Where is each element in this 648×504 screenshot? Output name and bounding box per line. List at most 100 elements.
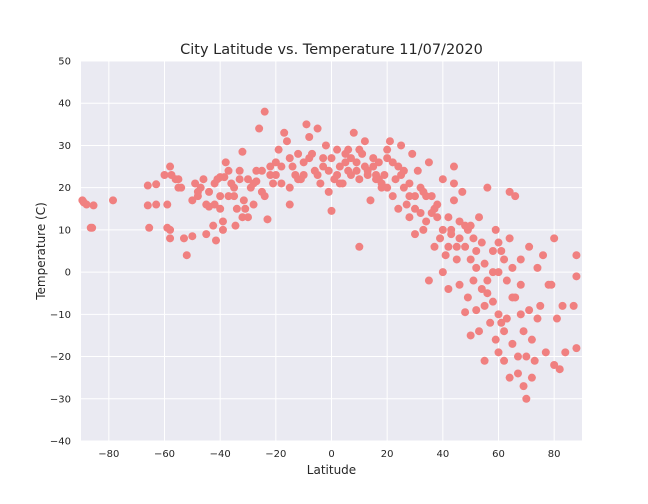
data-point	[327, 206, 336, 215]
data-point	[466, 221, 475, 230]
data-point	[449, 179, 458, 188]
data-point	[257, 166, 266, 175]
data-point	[285, 200, 294, 209]
data-point	[363, 171, 372, 179]
data-point	[572, 272, 581, 281]
data-point	[527, 335, 536, 344]
data-point	[500, 255, 509, 264]
data-point	[216, 192, 225, 201]
data-point	[271, 171, 280, 179]
data-point	[285, 154, 294, 163]
data-point	[235, 166, 244, 175]
data-point	[257, 187, 266, 196]
data-point	[497, 247, 506, 255]
y-tick-label: −10	[50, 310, 71, 321]
data-point	[244, 175, 252, 184]
data-point	[558, 301, 567, 310]
data-point	[408, 149, 417, 158]
data-point	[413, 166, 422, 175]
data-point	[494, 268, 503, 277]
data-point	[394, 162, 403, 171]
data-point	[466, 331, 475, 340]
data-point	[145, 223, 154, 232]
data-point	[360, 137, 369, 146]
data-point	[469, 234, 478, 243]
data-point	[539, 251, 548, 260]
data-point	[82, 200, 91, 209]
data-point	[433, 213, 442, 222]
data-point	[427, 209, 436, 217]
data-point	[355, 242, 364, 251]
data-point	[508, 339, 517, 348]
y-tick-label: 30	[58, 141, 71, 152]
data-point	[411, 192, 419, 201]
data-point	[458, 187, 467, 196]
data-point	[221, 158, 230, 167]
data-point	[174, 183, 183, 192]
data-point	[374, 175, 383, 184]
data-point	[466, 255, 475, 264]
data-point	[480, 356, 489, 365]
data-point	[199, 175, 208, 184]
data-point	[427, 192, 436, 201]
data-point	[541, 348, 550, 357]
data-point	[411, 230, 419, 239]
data-point	[441, 251, 450, 260]
x-tick-label: −80	[98, 449, 119, 460]
x-axis-label: Latitude	[307, 463, 356, 477]
data-point	[444, 285, 453, 293]
data-point	[438, 268, 447, 277]
data-point	[488, 247, 497, 255]
y-tick-label: 10	[58, 225, 71, 236]
y-tick-label: 50	[58, 57, 71, 68]
data-point	[160, 171, 169, 179]
data-point	[436, 234, 445, 243]
data-point	[505, 187, 514, 196]
data-point	[288, 162, 297, 171]
data-point	[555, 365, 564, 374]
data-point	[224, 166, 233, 175]
data-point	[430, 242, 439, 251]
data-point	[255, 124, 264, 133]
data-point	[188, 196, 197, 205]
data-point	[505, 373, 514, 382]
data-point	[483, 289, 492, 298]
data-point	[182, 251, 191, 260]
data-point	[527, 373, 536, 382]
data-point	[327, 154, 336, 163]
data-point	[533, 263, 542, 272]
data-point	[525, 306, 534, 315]
x-tick-label: 60	[492, 449, 505, 460]
data-point	[424, 276, 433, 285]
data-point	[475, 327, 484, 336]
data-point	[497, 318, 506, 327]
data-point	[266, 171, 275, 179]
data-point	[239, 196, 248, 205]
data-point	[385, 137, 394, 146]
data-point	[552, 314, 561, 323]
data-point	[399, 183, 408, 192]
data-point	[463, 293, 472, 302]
x-tick-label: −40	[210, 449, 231, 460]
data-point	[491, 335, 500, 344]
data-point	[218, 225, 227, 234]
data-point	[316, 179, 325, 188]
data-point	[366, 196, 375, 205]
data-point	[355, 175, 364, 184]
data-point	[349, 128, 358, 137]
data-point	[449, 162, 458, 171]
data-point	[230, 192, 239, 201]
data-point	[438, 175, 447, 184]
data-point	[313, 124, 322, 133]
data-point	[399, 166, 408, 175]
data-point	[455, 280, 464, 289]
data-point	[263, 215, 272, 224]
data-point	[220, 173, 229, 182]
data-point	[324, 166, 333, 175]
data-point	[472, 247, 481, 255]
data-point	[519, 382, 528, 391]
data-point	[235, 175, 244, 184]
data-point	[166, 162, 175, 171]
data-point	[550, 361, 559, 369]
data-point	[488, 268, 497, 277]
